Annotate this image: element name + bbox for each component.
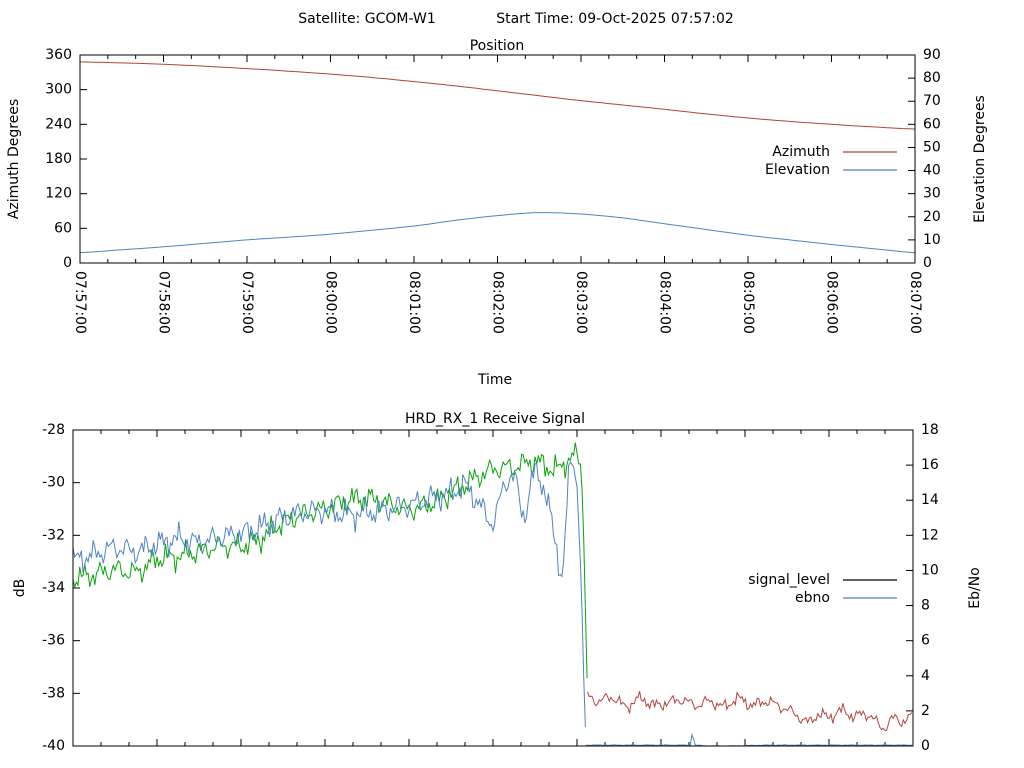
x-tick-label: 08:03:00 [573, 271, 589, 334]
main-title-satellite: Satellite: GCOM-W1 [298, 11, 435, 27]
y-right-tick-label: 8 [921, 598, 930, 614]
y-left-tick-label: -38 [42, 685, 65, 701]
x-tick-label: 07:58:00 [156, 271, 172, 334]
y-left-tick-label: 180 [45, 151, 72, 167]
y-right-tick-label: 90 [923, 47, 941, 63]
legend-label-azimuth: Azimuth [772, 144, 830, 160]
y-left-tick-label: -28 [42, 422, 65, 438]
x-tick-label: 08:06:00 [824, 271, 840, 334]
elevation-axis-label: Elevation Degrees [972, 95, 988, 223]
y-left-tick-label: 120 [45, 186, 72, 202]
y-right-tick-label: 12 [921, 527, 939, 543]
y-left-tick-label: 0 [63, 255, 72, 271]
y-right-tick-label: 2 [921, 703, 930, 719]
y-right-tick-label: 4 [921, 668, 930, 684]
y-left-tick-label: -34 [42, 580, 65, 596]
y-right-tick-label: 16 [921, 457, 939, 473]
x-tick-label: 08:04:00 [657, 271, 673, 334]
y-left-tick-label: 240 [45, 116, 72, 132]
y-left-tick-label: -40 [42, 738, 65, 754]
plot-border [72, 429, 914, 747]
y-right-tick-label: 10 [921, 562, 939, 578]
signal-level-segment-1-series [587, 691, 913, 732]
y-right-tick-label: 60 [923, 116, 941, 132]
y-right-tick-label: 0 [923, 255, 932, 271]
receive-signal-chart-title: HRD_RX_1 Receive Signal [405, 411, 585, 427]
x-tick-label: 07:59:00 [239, 271, 255, 334]
x-tick-label: 08:01:00 [406, 271, 422, 334]
y-right-tick-label: 10 [923, 232, 941, 248]
y-left-tick-label: 60 [54, 220, 72, 236]
ebno-segment-0-series [73, 461, 586, 728]
y-right-tick-label: 18 [921, 422, 939, 438]
azimuth-series [80, 61, 915, 130]
receive-signal-chart: -40 -38 -36 -34 -32 -30 -28 0 2 4 6 8 10 12 14 16 18 sign… [42, 422, 939, 754]
position-chart: 07:57:00 07:58:00 07:59:00 08:00:00 08:01:00… [45, 47, 941, 334]
legend-label-elevation: Elevation [765, 162, 830, 178]
ebno-segment-1-series [586, 732, 912, 746]
y-right-tick-label: 0 [921, 738, 930, 754]
y-left-tick-label: -30 [42, 475, 65, 491]
ebno-axis-label: Eb/No [967, 567, 983, 609]
time-axis-label: Time [477, 372, 512, 388]
y-left-tick-label: 300 [45, 82, 72, 98]
position-chart-title: Position [470, 38, 525, 54]
x-tick-label: 07:57:00 [72, 271, 88, 334]
y-right-tick-label: 70 [923, 93, 941, 109]
azimuth-axis-label: Azimuth Degrees [6, 99, 22, 219]
y-right-tick-label: 50 [923, 139, 941, 155]
plot-border [79, 54, 916, 264]
y-left-tick-label: -32 [42, 527, 65, 543]
y-left-tick-label: -36 [42, 633, 65, 649]
y-right-tick-label: 6 [921, 633, 930, 649]
y-right-tick-label: 14 [921, 492, 939, 508]
y-right-tick-label: 80 [923, 70, 941, 86]
y-right-tick-label: 40 [923, 163, 941, 179]
legend-label-signal-level: signal_level [748, 572, 830, 588]
charts-container: 07:57:00 07:58:00 07:59:00 08:00:00 08:01:00… [42, 47, 941, 754]
y-left-tick-label: 360 [45, 47, 72, 63]
main-title-start-time: Start Time: 09-Oct-2025 07:57:02 [496, 11, 734, 27]
legend-label-ebno: ebno [795, 590, 830, 606]
db-axis-label: dB [12, 579, 28, 598]
x-tick-label: 08:00:00 [323, 271, 339, 334]
y-right-tick-label: 30 [923, 186, 941, 202]
elevation-series [80, 212, 915, 254]
x-tick-label: 08:05:00 [740, 271, 756, 334]
x-tick-label: 08:07:00 [907, 271, 923, 334]
y-right-tick-label: 20 [923, 209, 941, 225]
x-tick-label: 08:02:00 [490, 271, 506, 334]
signal-level-segment-0-series [73, 442, 588, 679]
